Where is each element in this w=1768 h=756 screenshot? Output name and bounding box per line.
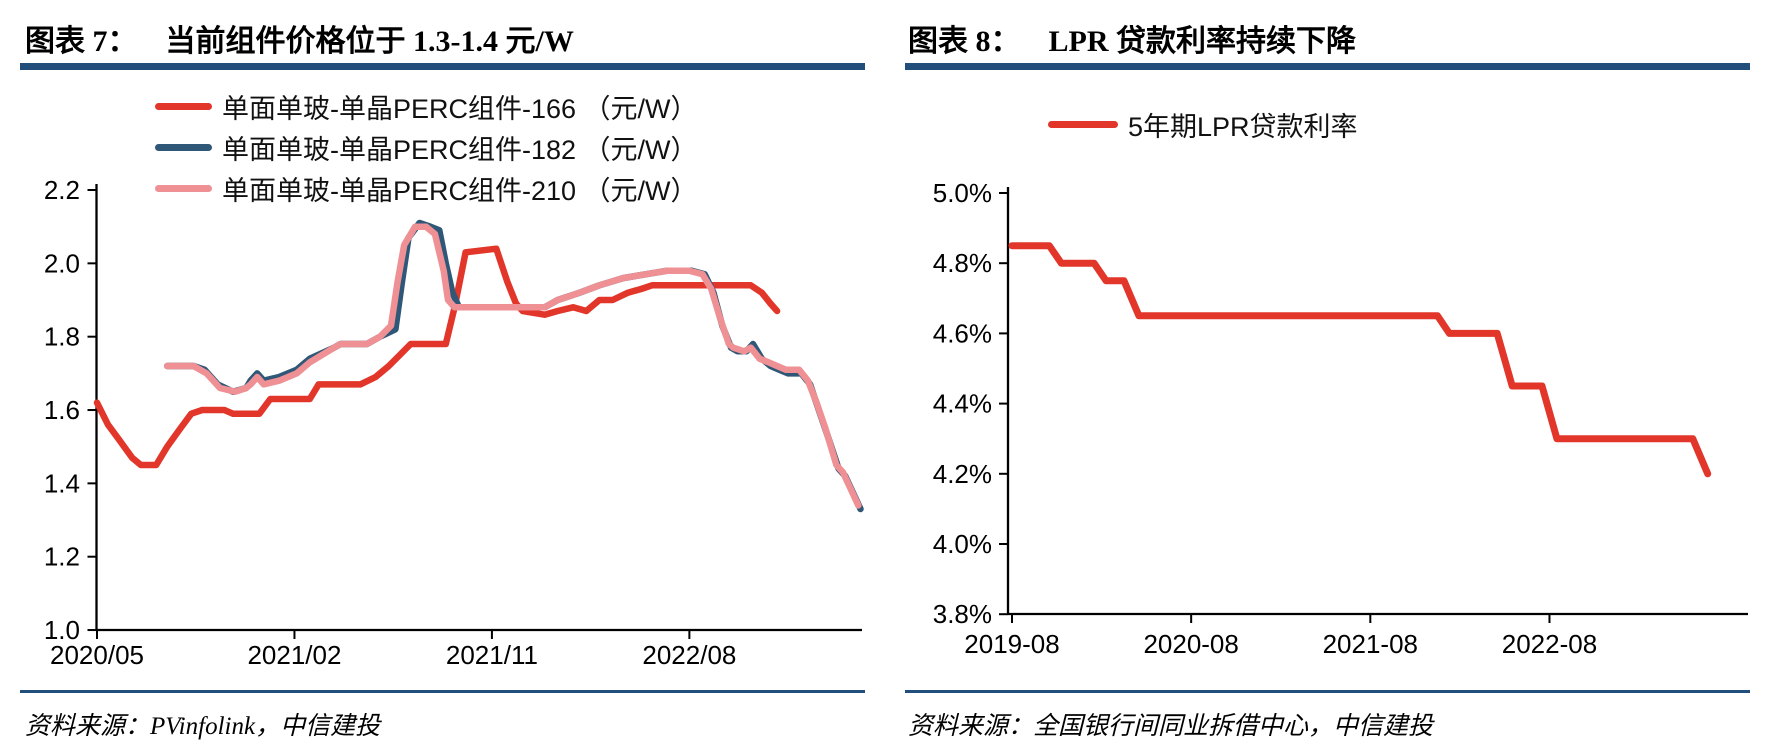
- source-note: 资料来源：全国银行间同业拆借中心，中信建投: [908, 713, 1434, 740]
- y-tick-label: 1.6: [44, 395, 80, 425]
- header-rule: [20, 63, 865, 70]
- x-tick-label: 2021/02: [247, 640, 341, 670]
- legend-label: 5年期LPR贷款利率: [1128, 112, 1358, 142]
- figure-title: 当前组件价格位于 1.3-1.4 元/W: [165, 25, 574, 58]
- y-tick-label: 1.8: [44, 322, 80, 352]
- x-tick-label: 2019-08: [964, 629, 1059, 659]
- figure-label: 图表 8：: [908, 25, 1021, 58]
- y-tick-label: 3.8%: [933, 599, 992, 629]
- x-tick-label: 2022-08: [1502, 629, 1597, 659]
- y-tick-label: 1.0: [44, 615, 80, 645]
- legend-line-swatch: [1048, 121, 1118, 128]
- source-note: 资料来源：PVinfolink，中信建投: [25, 713, 381, 740]
- legend-label: 单面单玻-单晶PERC组件-182 （元/W）: [222, 135, 698, 165]
- y-tick-label: 4.8%: [933, 248, 992, 278]
- series-line: [1008, 242, 1712, 478]
- x-tick-label: 2020-08: [1143, 629, 1238, 659]
- legend-item: 单面单玻-单晶PERC组件-182 （元/W）: [155, 127, 698, 168]
- y-tick-label: 2.0: [44, 248, 80, 278]
- legend-line-swatch: [155, 144, 212, 151]
- y-tick-label: 1.2: [44, 542, 80, 572]
- legend-item: 单面单玻-单晶PERC组件-166 （元/W）: [155, 86, 698, 127]
- panel-header-right: 图表 8： LPR 贷款利率持续下降: [908, 16, 1356, 58]
- legend-line-swatch: [155, 103, 212, 110]
- x-tick-label: 2021-08: [1323, 629, 1418, 659]
- y-tick-label: 1.4: [44, 468, 80, 498]
- legend-module-price: 单面单玻-单晶PERC组件-166 （元/W） 单面单玻-单晶PERC组件-182…: [155, 86, 698, 209]
- y-tick-label: 2.2: [44, 175, 80, 205]
- series-line: [93, 245, 781, 469]
- header-rule: [905, 63, 1750, 70]
- legend-line-swatch: [155, 185, 212, 192]
- y-tick-label: 4.4%: [933, 389, 992, 419]
- x-tick-label: 2021/11: [446, 640, 538, 670]
- legend-label: 单面单玻-单晶PERC组件-166 （元/W）: [222, 94, 698, 124]
- legend-item: 单面单玻-单晶PERC组件-210 （元/W）: [155, 168, 698, 209]
- series-line: [163, 223, 862, 509]
- y-tick-label: 4.0%: [933, 529, 992, 559]
- figure-title: LPR 贷款利率持续下降: [1048, 25, 1357, 58]
- figure-label: 图表 7：: [25, 25, 138, 58]
- legend-item: 5年期LPR贷款利率: [1048, 104, 1358, 145]
- y-tick-label: 5.0%: [933, 178, 992, 208]
- panel-header-left: 图表 7： 当前组件价格位于 1.3-1.4 元/W: [25, 16, 574, 58]
- x-tick-label: 2020/05: [50, 640, 144, 670]
- footer-rule: [905, 690, 1750, 693]
- x-tick-label: 2022/08: [642, 640, 736, 670]
- legend-lpr: 5年期LPR贷款利率: [1048, 104, 1358, 145]
- legend-label: 单面单玻-单晶PERC组件-210 （元/W）: [222, 176, 698, 206]
- y-tick-label: 4.6%: [933, 318, 992, 348]
- footer-rule: [20, 690, 865, 693]
- y-tick-label: 4.2%: [933, 459, 992, 489]
